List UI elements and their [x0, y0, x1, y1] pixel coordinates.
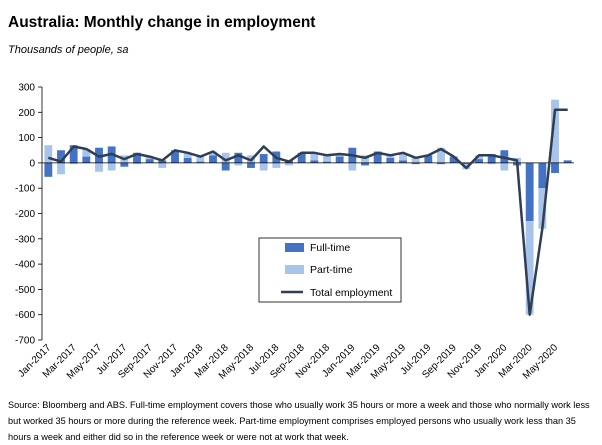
bar-full-time — [361, 162, 369, 166]
employment-chart: -700 -600 -500 -400 -300 -200 -100 0 100 200 300 J… — [15, 83, 574, 382]
bar-full-time — [475, 159, 483, 163]
legend-label-full-time: Full-time — [310, 242, 350, 254]
bar-part-time — [133, 162, 141, 165]
legend-label-part-time: Part-time — [310, 264, 353, 276]
bar-part-time — [310, 152, 319, 161]
bar-full-time — [323, 161, 331, 163]
bar-full-time — [221, 162, 230, 171]
bar-part-time — [475, 155, 483, 160]
chart-title: Australia: Monthly change in employment — [8, 14, 316, 31]
y-tick-label: -400 — [15, 260, 35, 271]
bar-full-time — [209, 155, 217, 163]
bar-part-time — [95, 162, 103, 172]
bar-full-time — [297, 152, 306, 163]
bar-full-time — [82, 156, 91, 163]
y-tick-label: 0 — [29, 158, 35, 169]
y-tick-label: 300 — [18, 83, 35, 94]
bar-full-time — [259, 154, 268, 163]
bar-full-time — [310, 160, 319, 163]
y-axis: -700 -600 -500 -400 -300 -200 -100 0 100 200 300 — [15, 83, 43, 347]
bar-full-time — [133, 152, 141, 163]
bar-full-time — [525, 162, 534, 222]
bar-part-time — [348, 162, 357, 171]
chart-subtitle: Thousands of people, sa — [8, 44, 129, 56]
bar-full-time — [335, 156, 344, 163]
y-tick-label: -300 — [15, 234, 35, 245]
bar-full-time — [234, 152, 243, 163]
bar-full-time — [462, 162, 471, 165]
bar-part-time — [69, 162, 78, 165]
y-tick-label: 200 — [18, 108, 35, 119]
bar-part-time — [373, 162, 382, 165]
bar-part-time — [234, 162, 243, 166]
bar-part-time — [44, 145, 53, 163]
bar-full-time — [196, 161, 205, 163]
bar-full-time — [399, 160, 407, 163]
bar-part-time — [335, 154, 344, 157]
bar-full-time — [120, 162, 129, 167]
bar-full-time — [373, 151, 382, 163]
bar-part-time — [525, 221, 534, 315]
bar-full-time — [247, 162, 255, 168]
bar-part-time — [386, 155, 395, 158]
bar-part-time — [82, 148, 91, 157]
legend: Full-time Part-time Total employment — [258, 237, 402, 303]
bar-full-time — [57, 150, 65, 163]
legend-swatch-full-time — [285, 243, 304, 252]
bar-part-time — [437, 147, 445, 163]
bar-full-time — [171, 150, 179, 163]
bar-part-time — [487, 162, 496, 165]
bar-part-time — [500, 162, 509, 171]
source-note: Source: Bloomberg and ABS. Full-time emp… — [8, 400, 590, 442]
y-tick-label: -500 — [15, 285, 35, 296]
bar-part-time — [323, 155, 331, 162]
y-tick-label: -600 — [15, 310, 35, 321]
bar-part-time — [209, 151, 217, 156]
legend-label-total: Total employment — [310, 287, 392, 299]
y-tick-label: -200 — [15, 209, 35, 220]
bar-full-time — [386, 157, 395, 163]
bar-full-time — [411, 162, 420, 165]
bar-part-time — [183, 152, 192, 158]
y-tick-label: -700 — [15, 336, 35, 347]
bar-full-time — [44, 162, 53, 177]
bar-full-time — [437, 162, 445, 165]
legend-swatch-part-time — [285, 265, 304, 274]
bar-full-time — [69, 145, 78, 163]
bar-part-time — [107, 162, 116, 171]
bar-full-time — [538, 162, 547, 189]
bar-part-time — [272, 162, 281, 168]
bar-part-time — [551, 99, 559, 163]
bar-full-time — [449, 156, 458, 163]
x-axis: Jan-2017Mar-2017May-2017Jul-2017Sep-2017… — [16, 342, 560, 382]
bar-full-time — [424, 155, 433, 163]
bar-part-time — [57, 162, 65, 175]
bar-part-time — [285, 162, 293, 166]
bar-full-time — [563, 160, 572, 163]
bar-full-time — [487, 154, 496, 163]
bar-part-time — [158, 162, 167, 168]
total-employment-line — [47, 108, 568, 316]
bar-part-time — [538, 188, 547, 229]
bar-full-time — [551, 162, 559, 174]
bar-part-time — [221, 152, 230, 163]
bar-full-time — [145, 159, 154, 163]
y-tick-label: -100 — [15, 184, 35, 195]
bar-part-time — [361, 155, 369, 163]
bar-part-time — [411, 156, 420, 163]
y-tick-label: 100 — [18, 133, 35, 144]
bar-part-time — [259, 162, 268, 171]
bar-part-time — [399, 152, 407, 161]
bar-part-time — [196, 156, 205, 162]
bar-full-time — [183, 157, 192, 163]
